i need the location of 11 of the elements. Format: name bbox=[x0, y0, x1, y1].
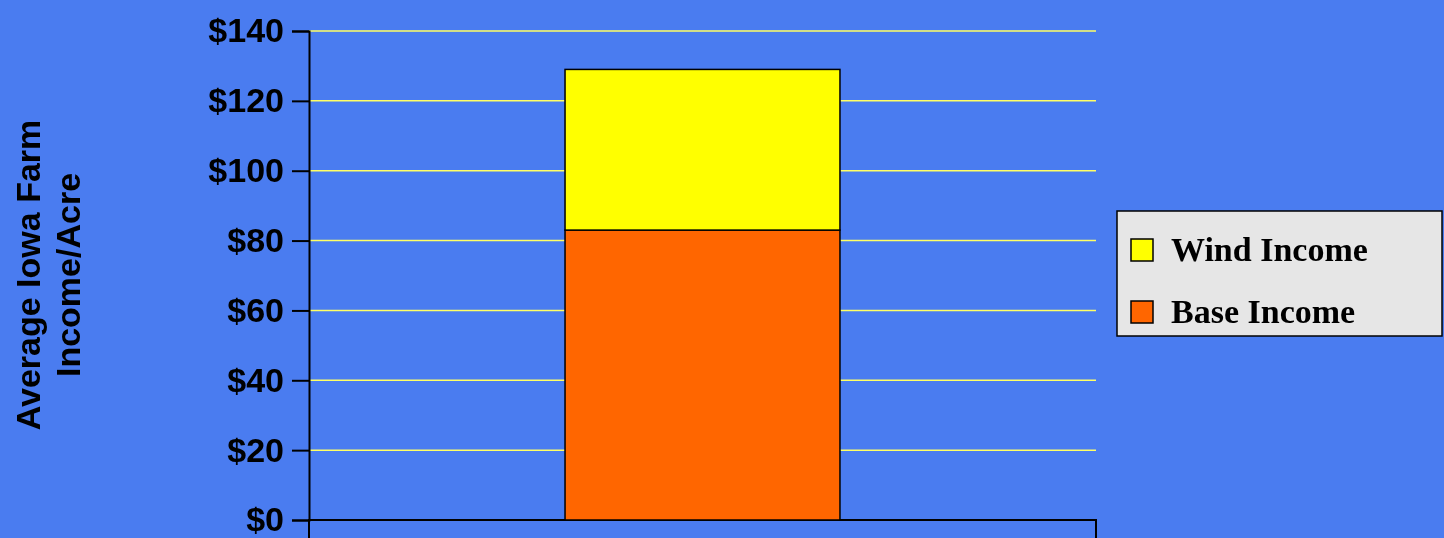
legend-label: Wind Income bbox=[1171, 231, 1368, 268]
y-tick-label: $80 bbox=[227, 220, 284, 259]
y-axis-title: Average Iowa Farm Income/Acre bbox=[9, 119, 87, 431]
y-tick-label: $100 bbox=[208, 151, 284, 190]
y-tick-label: $140 bbox=[208, 11, 284, 50]
y-tick-label: $60 bbox=[227, 290, 284, 329]
y-tick-label: $20 bbox=[227, 430, 284, 469]
legend-label: Base Income bbox=[1171, 293, 1356, 330]
y-tick-label: $120 bbox=[208, 81, 284, 120]
y-tick-label: $40 bbox=[227, 360, 284, 399]
y-tick-label: $0 bbox=[246, 500, 284, 538]
